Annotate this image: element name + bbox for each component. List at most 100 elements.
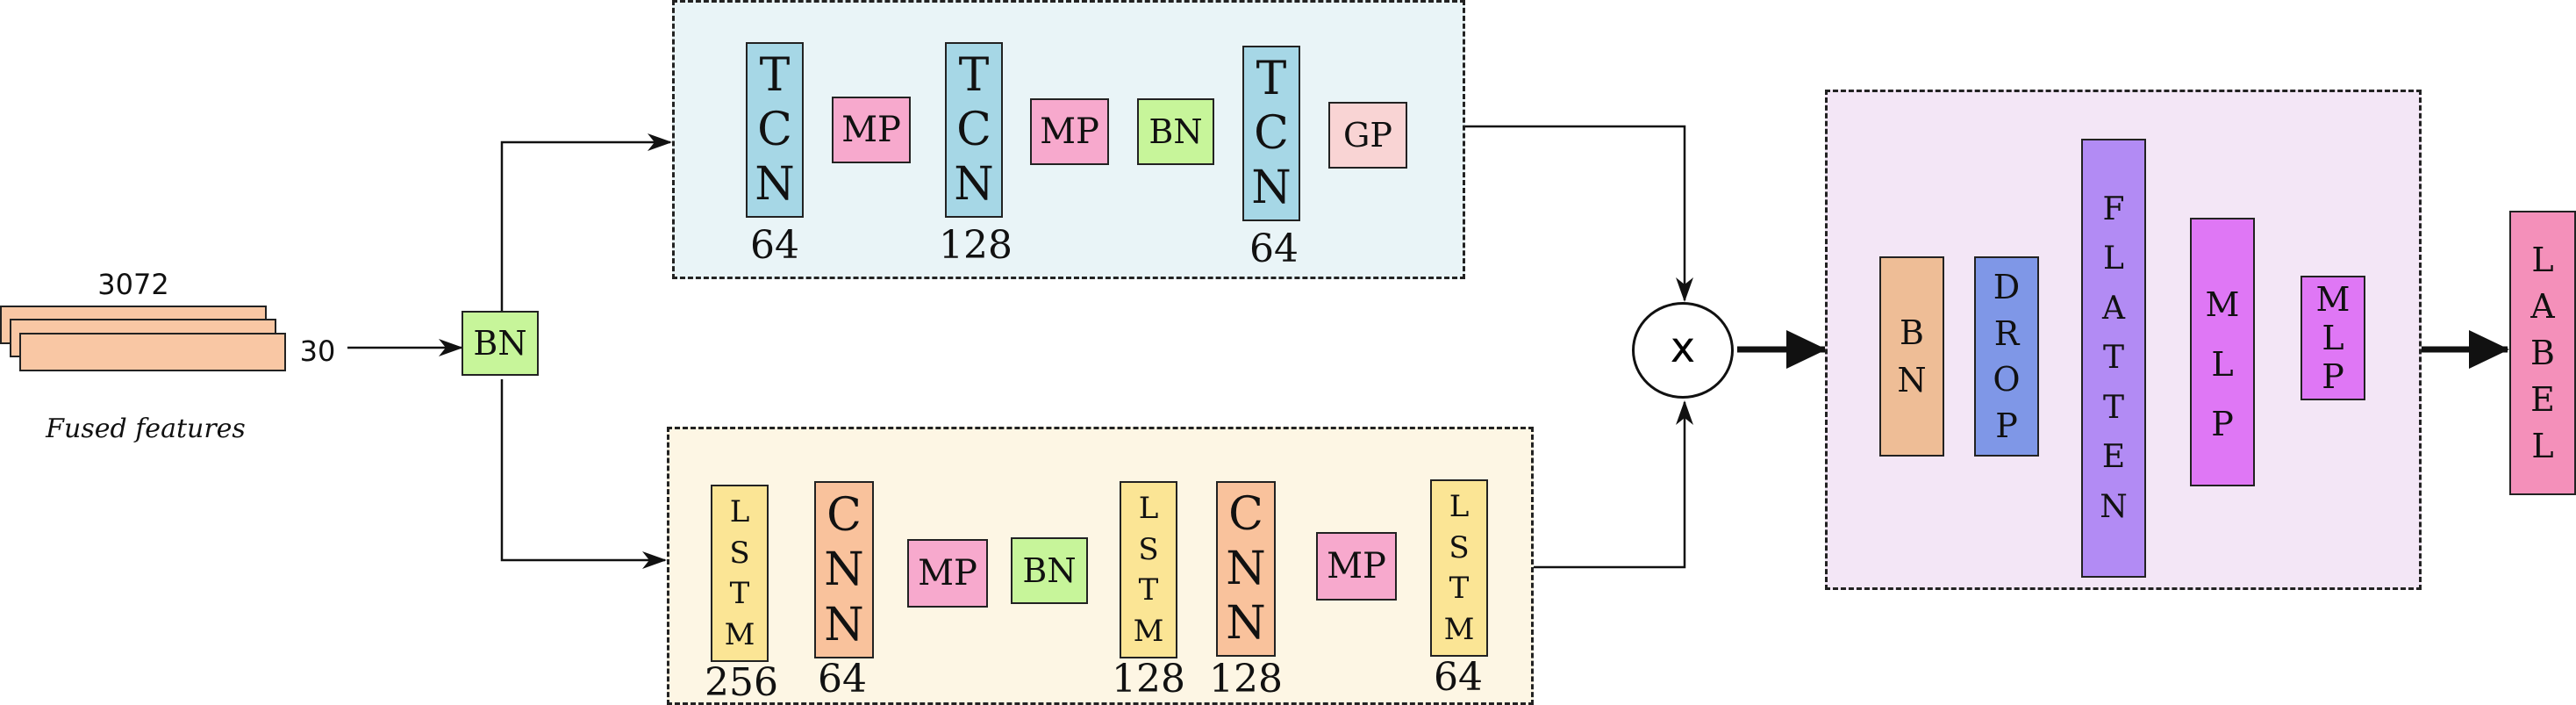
cnn-block-2-units: 128 <box>1209 657 1283 701</box>
top-mp-block-2: MP <box>1030 98 1109 165</box>
top-mp-1-label: MP <box>841 110 901 150</box>
tcn-block-1-units: 64 <box>750 223 799 268</box>
mlp-2-letters-char-2: L <box>2322 319 2344 357</box>
tcn-block-3-letters-char-2: C <box>1254 107 1289 160</box>
lstm-block-3-letters-char-1: L <box>1449 489 1470 525</box>
multiply-symbol: x <box>1670 323 1696 372</box>
output-label-letters-char-2: A <box>2530 287 2555 326</box>
output-label-letters-char-4: E <box>2530 380 2555 419</box>
lstm-block-3-letters-char-4: M <box>1443 611 1475 647</box>
tcn-block-3-letters-char-1: T <box>1256 53 1287 105</box>
mlp-2-letters-char-1: M <box>2315 280 2351 319</box>
lstm-block-2-letters-char-4: M <box>1133 613 1164 649</box>
dropout-letters-char-2: R <box>1993 313 2020 353</box>
classifier-bn-letters-char-1: B <box>1900 313 1924 352</box>
cnn-block-1-letters-char-3: N <box>824 598 864 651</box>
tcn-block-2-units: 128 <box>939 223 1013 268</box>
top-bn-label: BN <box>1148 112 1203 151</box>
lstm-block-2-units: 128 <box>1112 657 1185 701</box>
cnn-block-2-letters-char-1: C <box>1228 488 1263 541</box>
tcn-block-2-letters-char-2: C <box>956 104 991 156</box>
flatten-letters-char-7: N <box>2100 488 2128 525</box>
tcn-block-2-letters-char-3: N <box>954 158 994 211</box>
tcn-block-3-letters-char-3: N <box>1251 162 1292 214</box>
flatten-letters-char-6: E <box>2101 439 2126 475</box>
cnn-block-2-letters-char-3: N <box>1226 597 1266 650</box>
mlp-1-letters-char-1: M <box>2205 285 2240 324</box>
flatten-letters-char-4: T <box>2102 340 2124 376</box>
tcn-block-3-units: 64 <box>1249 227 1299 271</box>
lstm-block-1-letters-char-1: L <box>729 494 750 530</box>
multiply-merge-node: x <box>1632 302 1734 399</box>
bottom-bn-block: BN <box>1011 537 1088 604</box>
tcn-block-1-letters-char-2: C <box>757 104 792 156</box>
lstm-block-2-letters-char-1: L <box>1138 491 1159 527</box>
feature-width-label: 3072 <box>97 268 169 301</box>
tcn-block-1-letters-char-1: T <box>759 49 791 102</box>
lstm-block-3-units: 64 <box>1434 655 1483 700</box>
fused-features-caption: Fused features <box>46 414 246 444</box>
flatten-letters-char-2: L <box>2103 241 2124 277</box>
feature-layer-3 <box>19 333 286 371</box>
cnn-block-2-letters-char-2: N <box>1226 543 1266 595</box>
bottom-mp-1-label: MP <box>918 553 977 593</box>
tcn-block-1-letters-char-3: N <box>755 158 795 211</box>
mlp-1-letters-char-3: P <box>2211 405 2234 443</box>
flatten-letters-char-3: A <box>2102 290 2125 327</box>
top-bn-block: BN <box>1137 98 1214 165</box>
bottom-mp-block-1: MP <box>907 539 988 608</box>
lstm-block-2-letters-char-2: S <box>1138 531 1159 567</box>
bottom-mp-block-2: MP <box>1316 532 1397 601</box>
lstm-block-1-letters-char-3: T <box>729 576 750 612</box>
gp-label: GP <box>1343 116 1392 155</box>
cnn-block-1-letters-char-1: C <box>826 488 862 542</box>
output-label-letters-char-1: L <box>2531 241 2554 279</box>
tcn-block-2-letters-char-1: T <box>958 49 990 102</box>
cnn-block-1-units: 64 <box>818 657 867 701</box>
lstm-block-1-letters-char-2: S <box>729 535 750 571</box>
dropout-letters-char-3: O <box>1993 360 2021 399</box>
input-bn-label: BN <box>473 324 527 363</box>
gp-block: GP <box>1328 102 1407 169</box>
lstm-block-1-units: 256 <box>705 660 778 705</box>
output-label-letters-char-3: B <box>2530 334 2555 372</box>
lstm-block-3-letters-char-3: T <box>1449 571 1470 607</box>
lstm-block-2-letters-char-3: T <box>1138 572 1159 608</box>
dropout-letters-char-4: P <box>1995 406 2018 445</box>
lstm-cnn-branch-panel <box>667 427 1534 705</box>
flatten-letters-char-5: T <box>2102 389 2124 426</box>
flatten-letters-char-1: F <box>2102 191 2125 227</box>
classifier-bn-letters-char-2: N <box>1897 361 1927 399</box>
lstm-block-3-letters-char-2: S <box>1449 529 1470 565</box>
cnn-block-1-letters-char-2: N <box>824 543 864 596</box>
mlp-2-letters-char-3: P <box>2322 357 2344 396</box>
